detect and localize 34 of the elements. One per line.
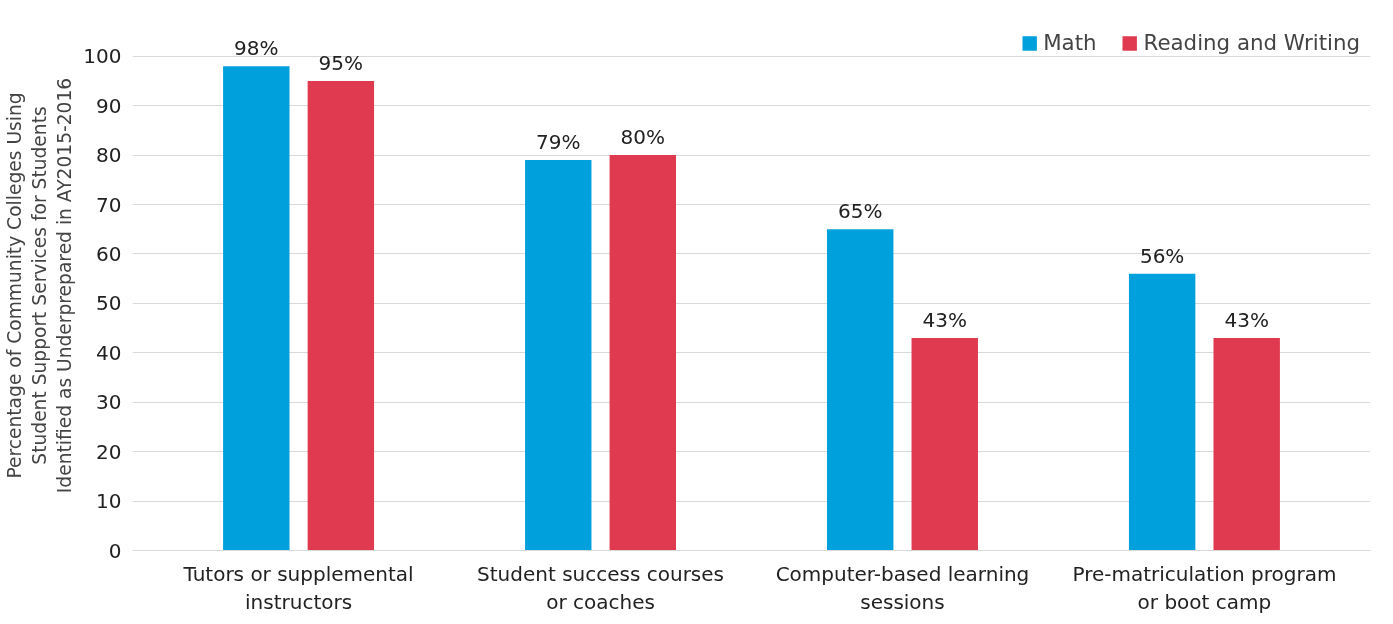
y-tick-label: 70 — [96, 192, 122, 217]
x-tick-label: Student success courses or coaches — [477, 561, 724, 615]
bar — [826, 229, 894, 551]
x-tick-label: Tutors or supplemental instructors — [182, 561, 414, 615]
bar — [223, 66, 290, 551]
y-tick-label: 100 — [83, 44, 122, 69]
y-tick-label: 30 — [96, 390, 122, 415]
bar — [307, 80, 375, 551]
data-label: 95% — [318, 50, 364, 75]
y-tick-label: 0 — [108, 538, 122, 563]
y-tick-label: 60 — [96, 241, 122, 266]
y-tick-label: 20 — [96, 439, 122, 464]
y-tick-label: 80 — [96, 143, 122, 168]
y-tick-label: 40 — [96, 340, 122, 365]
legend-label: Math — [1043, 30, 1097, 55]
y-tick-label: 10 — [96, 489, 122, 514]
y-axis-title: Percentage of Community Colleges Using Student Support Services for Students Identified as Underprepared in AY2015-2016 — [3, 77, 76, 494]
y-tick-label: 50 — [96, 291, 122, 316]
data-label: 43% — [1224, 307, 1269, 332]
bar — [1213, 337, 1280, 551]
y-tick-label: 90 — [96, 93, 122, 118]
bar — [1128, 273, 1196, 551]
data-label: 79% — [536, 130, 581, 155]
bar — [911, 337, 978, 551]
bar — [609, 155, 677, 551]
data-label: 56% — [1139, 243, 1185, 268]
legend-label: Reading and Writing — [1143, 30, 1360, 55]
x-tick-label: Pre-matriculation program or boot camp — [1072, 561, 1337, 615]
data-label: 98% — [234, 36, 279, 61]
x-tick-label: Computer-based learning sessions — [775, 561, 1030, 615]
data-label: 65% — [837, 199, 883, 224]
data-label: 43% — [922, 307, 967, 332]
data-label: 80% — [620, 125, 666, 150]
bar — [525, 160, 592, 551]
